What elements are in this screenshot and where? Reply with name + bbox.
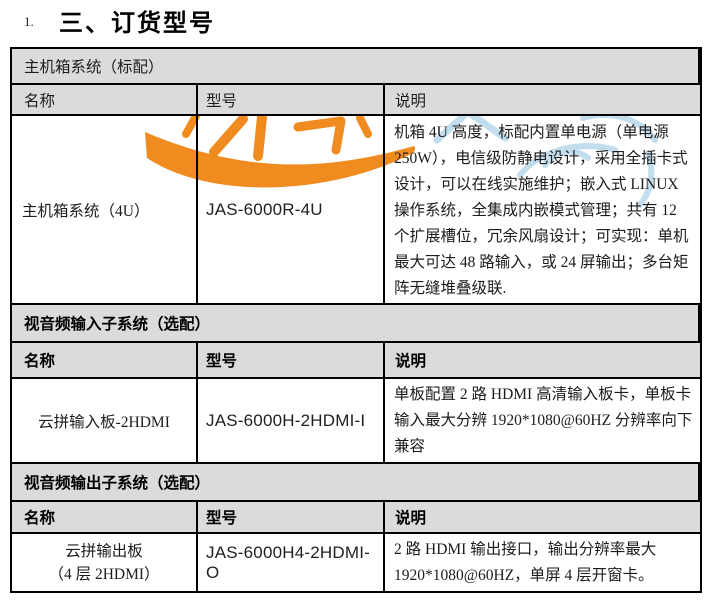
section1-row-model-cell: JAS-6000R-4U: [198, 116, 385, 305]
section3-col-header-model: 型号: [198, 502, 385, 534]
section2-row-model-cell: JAS-6000H-2HDMI-I: [198, 379, 385, 464]
section1-header-cell: 主机箱系统（标配）: [12, 49, 700, 85]
section2-row-name-cell: 云拼输入板-2HDMI: [12, 379, 198, 464]
section3-col-header-name: 名称: [12, 502, 198, 534]
section2-header-cell: 视音频输入子系统（选配）: [12, 305, 700, 343]
section1-col-header-name: 名称: [12, 85, 198, 116]
section2-col-header-name: 名称: [12, 343, 198, 379]
section2-row-desc-cell: 单板配置 2 路 HDMI 高清输入板卡，单板卡输入最大分辨 1920*1080…: [385, 379, 700, 464]
section3-row-desc-cell: 2 路 HDMI 输出接口，输出分辨率最大 1920*1080@60HZ，单屏 …: [394, 540, 657, 584]
section3-row-name-cell: 云拼输出板 （4 层 2HDMI）: [12, 534, 198, 591]
section3-row-model-cell: JAS-6000H4-2HDMI-O: [198, 534, 385, 591]
order-model-table: 主机箱系统（标配） 名称 型号 说明 主机箱系统（4U） JAS-6000R-4…: [10, 47, 702, 593]
list-number: 1.: [24, 14, 34, 29]
section1-col-header-desc: 说明: [385, 85, 700, 116]
section1-col-header-model: 型号: [198, 85, 385, 116]
section2-col-header-model: 型号: [198, 343, 385, 379]
section1-row-desc-cell: 机箱 4U 高度，标配内置单电源（单电源 250W），电信级防静电设计，采用全插…: [385, 116, 700, 305]
section2-col-header-desc: 说明: [385, 343, 700, 379]
section1-row-name-cell: 主机箱系统（4U）: [12, 116, 198, 305]
section3-header-cell: 视音频输出子系统（选配）: [12, 464, 700, 502]
page-title: 三、订货型号: [59, 11, 215, 37]
section3-col-header-desc: 说明: [385, 502, 700, 534]
